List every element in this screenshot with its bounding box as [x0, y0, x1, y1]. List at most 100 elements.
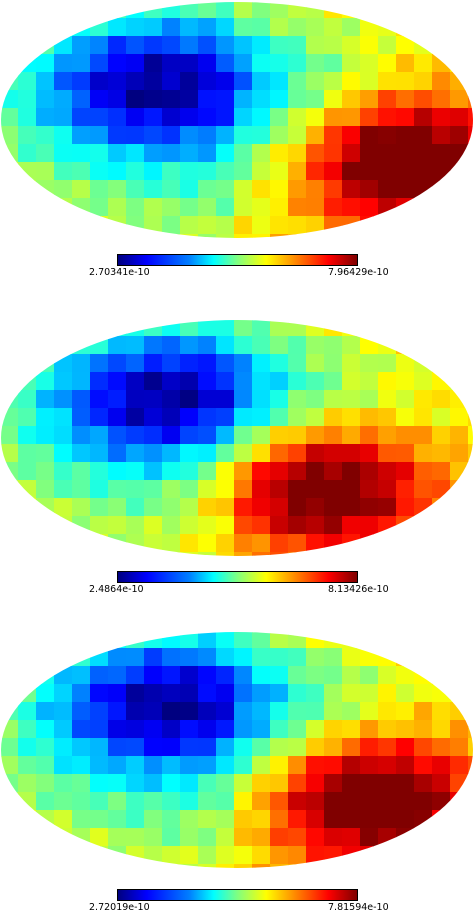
sky-pixel	[198, 180, 217, 199]
sky-pixel	[252, 408, 271, 427]
sky-pixel	[378, 828, 397, 847]
sky-pixel	[378, 480, 397, 499]
sky-pixel	[450, 738, 469, 757]
sky-pixel-field	[1, 632, 473, 868]
sky-pixel	[468, 216, 473, 235]
sky-pixel	[360, 810, 379, 829]
sky-pixel	[216, 516, 235, 535]
sky-pixel	[270, 516, 289, 535]
sky-pixel	[270, 810, 289, 829]
sky-pixel	[342, 54, 361, 73]
sky-pixel	[126, 552, 145, 556]
sky-pixel	[126, 720, 145, 739]
sky-pixel	[378, 216, 397, 235]
sky-pixel	[1, 54, 19, 73]
sky-pixel	[270, 336, 289, 355]
sky-pixel	[396, 372, 415, 391]
sky-pixel	[432, 180, 451, 199]
sky-pixel	[72, 216, 91, 235]
sky-pixel	[72, 234, 91, 238]
sky-pixel	[108, 72, 127, 91]
sky-pixel	[18, 684, 37, 703]
sky-pixel	[324, 216, 343, 235]
sky-pixel	[72, 2, 91, 19]
sky-pixel	[432, 36, 451, 55]
sky-pixel	[342, 462, 361, 481]
sky-pixel	[270, 108, 289, 127]
sky-pixel	[108, 354, 127, 373]
sky-pixel	[306, 792, 325, 811]
sky-pixel	[144, 126, 163, 145]
sky-pixel	[414, 462, 433, 481]
sky-pixel	[72, 534, 91, 553]
sky-pixel	[126, 390, 145, 409]
sky-pixel	[18, 632, 37, 649]
sky-pixel	[54, 684, 73, 703]
sky-pixel	[54, 792, 73, 811]
sky-pixel	[126, 846, 145, 865]
sky-pixel	[18, 846, 37, 865]
sky-pixel	[162, 180, 181, 199]
sky-pixel	[36, 648, 55, 667]
sky-pixel	[216, 702, 235, 721]
sky-pixel	[1, 2, 19, 19]
sky-pixel	[144, 648, 163, 667]
sky-pixel	[126, 90, 145, 109]
sky-pixel	[432, 792, 451, 811]
sky-pixel	[72, 720, 91, 739]
sky-pixel	[252, 552, 271, 556]
sky-pixel	[216, 72, 235, 91]
sky-pixel	[252, 792, 271, 811]
sky-pixel	[396, 774, 415, 793]
sky-pixel	[450, 180, 469, 199]
sky-pixel	[126, 864, 145, 868]
sky-pixel	[36, 408, 55, 427]
sky-pixel	[414, 480, 433, 499]
sky-pixel	[396, 810, 415, 829]
sky-pixel	[54, 846, 73, 865]
sky-pixel	[396, 648, 415, 667]
sky-pixel	[144, 36, 163, 55]
sky-pixel	[324, 54, 343, 73]
sky-pixel	[54, 320, 73, 337]
sky-pixel	[432, 234, 451, 238]
sky-pixel	[306, 180, 325, 199]
sky-pixel	[414, 320, 433, 337]
sky-pixel	[288, 180, 307, 199]
sky-pixel	[450, 864, 469, 868]
sky-pixel	[216, 648, 235, 667]
sky-pixel	[108, 756, 127, 775]
sky-pixel	[180, 516, 199, 535]
sky-pixel	[324, 320, 343, 337]
sky-pixel	[180, 408, 199, 427]
sky-pixel	[144, 632, 163, 649]
sky-pixel	[216, 552, 235, 556]
sky-pixel	[432, 774, 451, 793]
sky-pixel	[36, 2, 55, 19]
sky-pixel	[18, 144, 37, 163]
sky-pixel	[180, 216, 199, 235]
sky-pixel	[108, 864, 127, 868]
sky-pixel	[180, 632, 199, 649]
sky-pixel	[360, 738, 379, 757]
sky-pixel	[306, 534, 325, 553]
sky-pixel	[36, 320, 55, 337]
sky-pixel	[216, 372, 235, 391]
sky-pixel	[72, 444, 91, 463]
sky-pixel	[234, 684, 253, 703]
sky-pixel	[306, 828, 325, 847]
sky-pixel	[324, 36, 343, 55]
sky-pixel	[468, 2, 473, 19]
sky-pixel	[54, 162, 73, 181]
sky-pixel	[378, 408, 397, 427]
sky-pixel	[252, 516, 271, 535]
sky-pixel	[360, 162, 379, 181]
sky-pixel	[324, 552, 343, 556]
sky-pixel	[252, 648, 271, 667]
sky-pixel	[468, 426, 473, 445]
sky-pixel	[378, 632, 397, 649]
sky-pixel	[1, 198, 19, 217]
sky-pixel	[306, 144, 325, 163]
sky-pixel	[288, 234, 307, 238]
mollweide-map-3	[1, 632, 473, 868]
